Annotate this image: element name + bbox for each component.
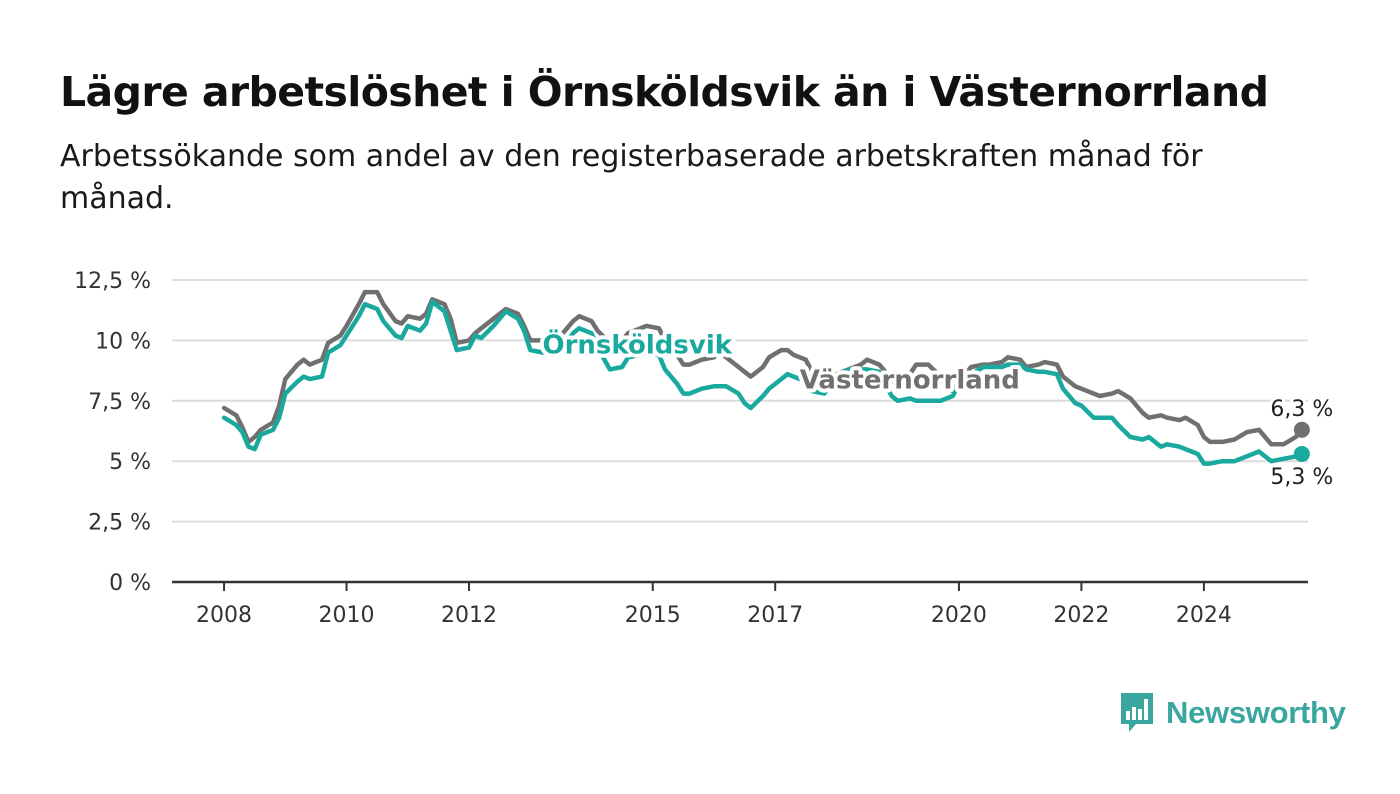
bar-chart-speech-bubble-icon (1121, 693, 1153, 732)
series-labels: Örnsköldsvik Västernorrland (539, 324, 1024, 400)
x-tick-label: 2017 (747, 603, 803, 628)
chart-subtitle: Arbetssökande som andel av den registerb… (60, 139, 1203, 216)
series-line-västernorrland (221, 289, 1305, 447)
x-tick-label: 2010 (319, 603, 375, 628)
endpoint-örnsköldsvik (1293, 445, 1310, 462)
end-points: 6,3 % 5,3 % (1267, 394, 1336, 493)
y-tick-label: 10 % (95, 329, 151, 354)
x-tick-label: 2020 (931, 603, 987, 628)
end-value-label-västernorrland: 6,3 % (1270, 397, 1333, 422)
x-tick-label: 2024 (1176, 603, 1232, 628)
series-label-västernorrland: Västernorrland (800, 366, 1020, 396)
x-axis-ticks: 2008 2010 2012 2015 2017 2020 2022 2024 (172, 580, 1308, 628)
series-line-örnsköldsvik (221, 299, 1305, 466)
chart-title: Lägre arbetslöshet i Örnsköldsvik än i V… (60, 68, 1269, 116)
y-tick-label: 0 % (109, 571, 151, 596)
x-tick-label: 2015 (625, 603, 681, 628)
gridlines (172, 279, 1308, 523)
brand-name: Newsworthy (1166, 695, 1346, 730)
x-tick-label: 2012 (441, 603, 497, 628)
x-tick-label: 2022 (1053, 603, 1109, 628)
y-axis-ticks: 0 % 2,5 % 5 % 7,5 % 10 % 12,5 % (74, 269, 151, 596)
series-lines (221, 289, 1305, 466)
series-label-örnsköldsvik: Örnsköldsvik (543, 328, 733, 361)
end-value-label-örnsköldsvik: 5,3 % (1270, 465, 1333, 490)
newsworthy-logo: Newsworthy (1118, 690, 1346, 736)
y-tick-label: 5 % (109, 450, 151, 475)
y-tick-label: 2,5 % (88, 511, 151, 536)
y-tick-label: 12,5 % (74, 269, 151, 294)
y-tick-label: 7,5 % (88, 390, 151, 415)
x-tick-label: 2008 (196, 603, 252, 628)
endpoint-västernorrland (1293, 421, 1310, 438)
